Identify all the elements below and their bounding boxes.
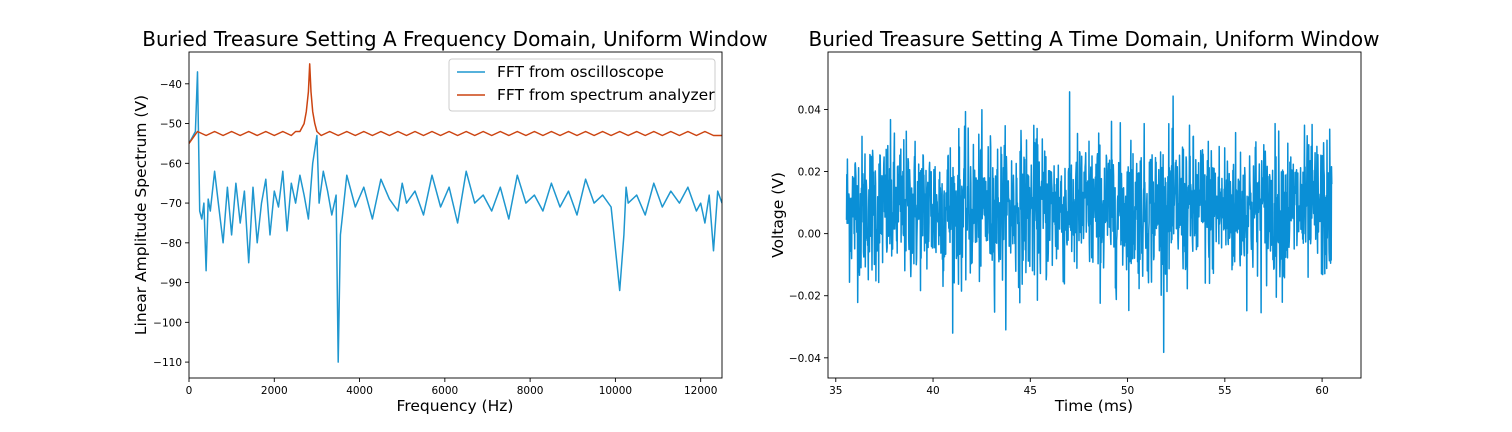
x-tick-label: 8000 [517, 385, 544, 397]
y-tick-label: −40 [160, 79, 182, 91]
legend-box [448, 58, 716, 112]
plot-area [845, 91, 1333, 354]
chart-time-domain: Buried Treasure Setting A Time Domain, U… [769, 27, 1380, 415]
x-tick-label: 60 [1315, 385, 1328, 397]
series-line-spectrum-analyzer [189, 63, 722, 144]
x-tick-label: 45 [1024, 385, 1037, 397]
y-tick-label: 0.02 [798, 167, 821, 179]
x-tick-label: 6000 [431, 385, 458, 397]
y-tick-label: 0.04 [798, 104, 822, 116]
legend-label-spectrum-analyzer: FFT from spectrum analyzer [497, 86, 715, 104]
x-tick-label: 4000 [346, 385, 373, 397]
y-tick-label: −0.04 [789, 353, 821, 365]
x-tick-label: 40 [926, 385, 939, 397]
chart-title: Buried Treasure Setting A Frequency Doma… [142, 27, 767, 51]
legend: FFT from oscilloscope FFT from spectrum … [448, 58, 716, 112]
y-tick-label: −60 [160, 158, 182, 170]
x-tick-label: 2000 [261, 385, 288, 397]
y-tick-label: −90 [160, 278, 182, 290]
x-tick-label: 55 [1218, 385, 1231, 397]
y-tick-label: −80 [160, 238, 182, 250]
x-axis-ticks: 0 2000 4000 6000 8000 10000 12000 [186, 378, 717, 397]
y-tick-label: −0.02 [789, 291, 821, 303]
y-axis-label: Voltage (V) [769, 172, 787, 258]
chart-frequency-domain: Buried Treasure Setting A Frequency Doma… [132, 27, 768, 415]
y-tick-label: 0.00 [798, 229, 821, 241]
y-axis-ticks: −40 −50 −60 −70 −80 −90 −100 −110 [153, 79, 189, 369]
y-tick-label: −50 [160, 119, 182, 131]
y-tick-label: −110 [153, 357, 182, 369]
legend-label-oscilloscope: FFT from oscilloscope [497, 63, 664, 81]
x-tick-label: 12000 [684, 385, 717, 397]
axes-frame [827, 51, 1362, 379]
x-tick-label: 10000 [599, 385, 632, 397]
axes-frame [188, 51, 723, 379]
y-axis-ticks: 0.04 0.02 0.00 −0.02 −0.04 [789, 104, 828, 365]
chart-title: Buried Treasure Setting A Time Domain, U… [808, 27, 1379, 51]
y-tick-label: −100 [153, 317, 182, 329]
series-line-voltage [845, 91, 1333, 354]
x-tick-label: 35 [829, 385, 842, 397]
y-axis-label: Linear Amplitude Spectrum (V) [132, 95, 150, 335]
x-axis-label: Time (ms) [1054, 397, 1133, 415]
x-axis-label: Frequency (Hz) [397, 397, 514, 415]
x-tick-label: 50 [1121, 385, 1134, 397]
series-line-oscilloscope [189, 71, 722, 363]
plot-area [189, 63, 722, 363]
x-axis-ticks: 35 40 45 50 55 60 [829, 378, 1329, 397]
x-tick-label: 0 [186, 385, 193, 397]
y-tick-label: −70 [160, 198, 182, 210]
